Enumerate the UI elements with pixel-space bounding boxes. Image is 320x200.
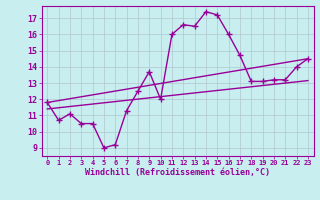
X-axis label: Windchill (Refroidissement éolien,°C): Windchill (Refroidissement éolien,°C)	[85, 168, 270, 177]
